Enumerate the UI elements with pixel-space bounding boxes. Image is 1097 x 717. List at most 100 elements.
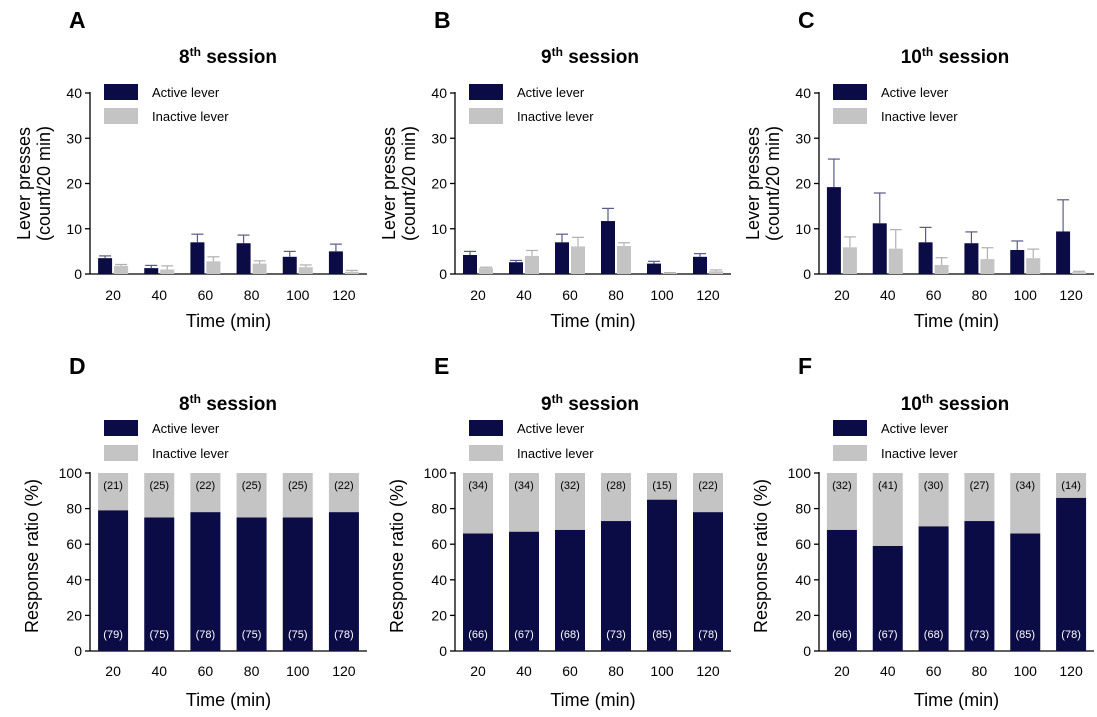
inactive-percent-label: (22) xyxy=(698,480,718,492)
x-tick-label: 100 xyxy=(1014,287,1038,303)
y-tick-label: 40 xyxy=(66,572,82,588)
legend-label: Inactive lever xyxy=(517,446,594,461)
x-tick-label: 100 xyxy=(650,663,674,679)
legend-label: Active lever xyxy=(152,421,220,436)
inactive-percent-label: (15) xyxy=(652,480,672,492)
x-axis-title: Time (min) xyxy=(914,690,999,710)
y-tick-label: 10 xyxy=(66,221,82,237)
bar-inactive xyxy=(479,268,493,274)
active-percent-label: (67) xyxy=(878,629,898,641)
active-percent-label: (75) xyxy=(149,629,169,641)
y-tick-label: 100 xyxy=(424,465,448,481)
bar-active xyxy=(826,187,841,274)
title-superscript: th xyxy=(190,392,201,406)
bar-active xyxy=(555,242,569,274)
legend-label: Active lever xyxy=(517,421,585,436)
title-superscript: th xyxy=(190,45,201,59)
title-rest: session xyxy=(201,47,277,68)
bar-active xyxy=(872,545,903,651)
bar-inactive xyxy=(328,473,359,513)
panel-letter: B xyxy=(434,7,451,33)
inactive-percent-label: (32) xyxy=(832,480,852,492)
panel-letter: E xyxy=(434,353,449,379)
x-tick-label: 100 xyxy=(650,287,674,303)
y-tick-label: 100 xyxy=(788,465,812,481)
y-tick-label: 20 xyxy=(795,607,811,623)
y-tick-label: 40 xyxy=(795,85,811,101)
x-axis-title: Time (min) xyxy=(186,690,271,710)
inactive-percent-label: (22) xyxy=(196,480,216,492)
y-axis-subtitle: (count/20 min) xyxy=(763,126,783,241)
bar-inactive xyxy=(842,247,857,274)
y-tick-label: 80 xyxy=(66,501,82,517)
x-tick-label: 120 xyxy=(696,663,720,679)
inactive-percent-label: (25) xyxy=(149,480,169,492)
y-axis-title: Response ratio (%) xyxy=(22,479,42,633)
x-tick-label: 20 xyxy=(470,287,486,303)
inactive-percent-label: (21) xyxy=(103,480,123,492)
active-percent-label: (68) xyxy=(924,629,944,641)
bar-inactive xyxy=(236,473,267,518)
legend-label: Active lever xyxy=(881,85,949,100)
inactive-percent-label: (34) xyxy=(514,480,534,492)
x-tick-label: 60 xyxy=(926,663,942,679)
y-tick-label: 10 xyxy=(431,221,447,237)
legend-swatch xyxy=(833,420,867,436)
x-tick-label: 100 xyxy=(1014,663,1038,679)
y-tick-label: 100 xyxy=(59,465,83,481)
legend-label: Active lever xyxy=(881,421,949,436)
x-tick-label: 60 xyxy=(198,663,214,679)
y-axis-title: Response ratio (%) xyxy=(387,479,407,633)
y-tick-label: 10 xyxy=(795,221,811,237)
legend-swatch xyxy=(833,108,867,124)
title-number: 10 xyxy=(901,394,922,415)
bar-inactive xyxy=(872,473,903,546)
y-axis-title: Lever presses xyxy=(379,127,399,240)
bar-active xyxy=(555,529,585,651)
bar-inactive xyxy=(190,473,221,513)
y-tick-label: 40 xyxy=(66,85,82,101)
y-tick-label: 60 xyxy=(795,536,811,552)
x-tick-label: 120 xyxy=(332,663,356,679)
bar-active xyxy=(144,268,159,274)
bar-active xyxy=(826,529,857,651)
bar-active xyxy=(647,499,677,651)
bar-inactive xyxy=(964,473,995,522)
bar-inactive xyxy=(617,245,631,274)
bar-active xyxy=(1056,231,1071,274)
inactive-percent-label: (25) xyxy=(288,480,308,492)
y-axis-title: Lever presses xyxy=(14,127,34,240)
bar-inactive xyxy=(934,264,949,274)
bar-active xyxy=(328,251,343,274)
bar-inactive xyxy=(298,267,313,274)
x-axis-title: Time (min) xyxy=(186,311,271,331)
active-percent-label: (66) xyxy=(832,629,852,641)
title-rest: session xyxy=(563,47,639,68)
legend-swatch xyxy=(833,84,867,100)
title-rest: session xyxy=(563,394,639,415)
title-superscript: th xyxy=(552,45,563,59)
legend-label: Inactive lever xyxy=(152,446,229,461)
bar-inactive xyxy=(647,473,677,500)
y-tick-label: 30 xyxy=(66,130,82,146)
active-percent-label: (73) xyxy=(606,629,626,641)
panel-title: 8th session xyxy=(179,392,277,415)
active-percent-label: (67) xyxy=(514,629,534,641)
title-number: 8 xyxy=(179,47,190,68)
bar-inactive xyxy=(509,473,539,532)
y-axis-subtitle: (count/20 min) xyxy=(34,126,54,241)
bar-inactive xyxy=(555,473,585,530)
y-tick-label: 30 xyxy=(431,130,447,146)
bar-inactive xyxy=(980,259,995,274)
bar-inactive xyxy=(888,248,903,274)
x-tick-label: 60 xyxy=(198,287,214,303)
x-tick-label: 40 xyxy=(151,287,167,303)
x-tick-label: 100 xyxy=(286,663,310,679)
inactive-percent-label: (14) xyxy=(1061,480,1081,492)
panel-title: 9th session xyxy=(541,45,639,68)
x-tick-label: 80 xyxy=(608,287,624,303)
legend-label: Inactive lever xyxy=(881,109,958,124)
bar-active xyxy=(509,531,539,651)
